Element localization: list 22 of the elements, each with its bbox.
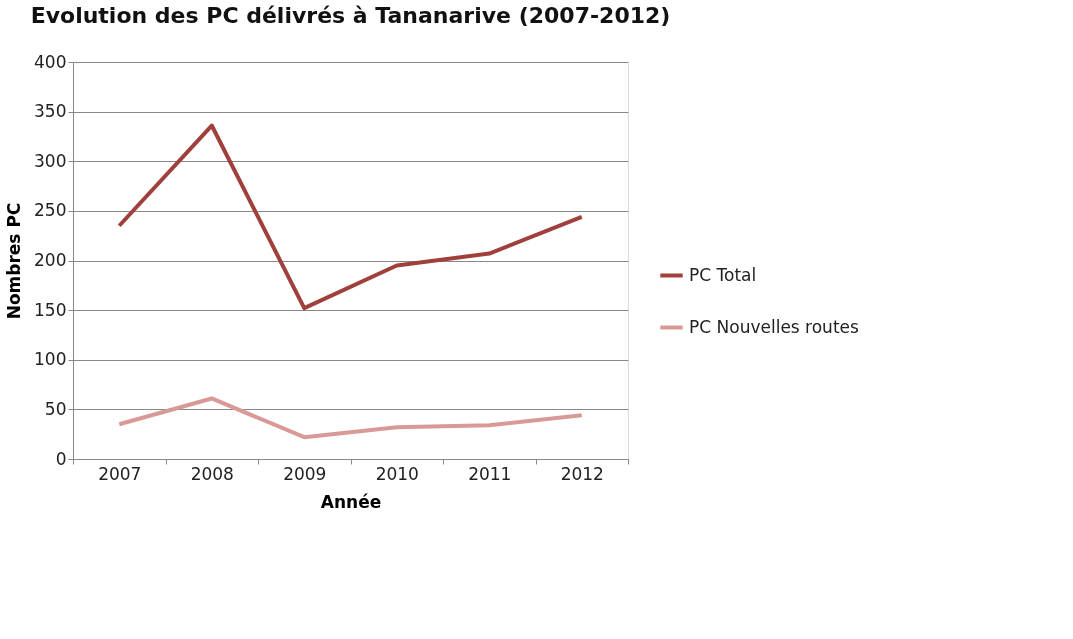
y-tick-label: 350 (34, 101, 67, 122)
y-tick-label: 150 (34, 299, 67, 320)
legend-label: PC Nouvelles routes (689, 316, 860, 337)
x-tick-label: 2007 (98, 463, 142, 484)
y-tick-label: 250 (34, 200, 67, 221)
x-axis-title: Année (320, 491, 382, 512)
line-series (117, 396, 584, 440)
chart-title: Evolution des PC délivrés à Tananarive (2007-2012) (30, 3, 671, 28)
x-tick-label: 2011 (468, 463, 512, 484)
x-tick-label: 2012 (560, 463, 604, 484)
y-tick-label: 0 (55, 448, 67, 469)
line-series (117, 123, 584, 311)
y-tick-label: 200 (34, 250, 67, 270)
y-tick-label: 50 (44, 398, 67, 419)
y-tick-label: 400 (34, 51, 67, 72)
y-tick-label: 100 (34, 349, 67, 370)
y-axis-title: Nombres PC (4, 202, 25, 320)
x-tick-label: 2010 (375, 463, 419, 484)
x-tick-label: 2009 (283, 463, 327, 484)
x-tick-label: 2008 (190, 463, 234, 484)
y-tick-label: 300 (34, 150, 67, 171)
legend-label: PC Total (689, 264, 757, 285)
